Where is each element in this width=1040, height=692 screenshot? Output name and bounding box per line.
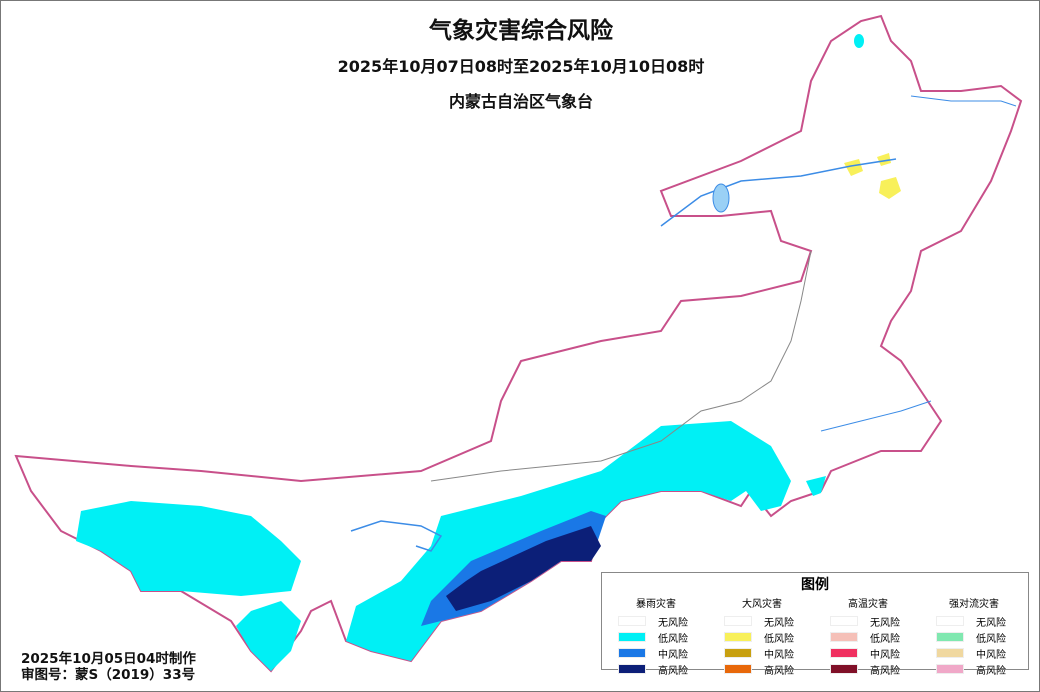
- legend-swatch: [830, 616, 858, 626]
- legend-swatch: [830, 632, 858, 642]
- legend-item-label: 中风险: [658, 649, 688, 661]
- map-title: 气象灾害综合风险: [429, 18, 613, 44]
- legend-item: 高风险: [710, 661, 814, 677]
- legend-item-label: 无风险: [870, 617, 900, 629]
- rainstorm-low-risk-southwest: [236, 601, 301, 671]
- river-east: [820, 400, 932, 432]
- legend-swatch: [618, 664, 646, 674]
- legend-swatch: [724, 664, 752, 674]
- legend-item: 无风险: [816, 613, 920, 629]
- river-yellow: [350, 520, 443, 552]
- legend-swatch: [618, 632, 646, 642]
- legend-group: 暴雨灾害无风险低风险中风险高风险: [604, 595, 708, 677]
- forecast-period: 2025年10月07日08时至2025年10月10日08时: [337, 57, 705, 76]
- legend-item-label: 高风险: [658, 665, 688, 677]
- legend-title: 图例: [801, 577, 829, 593]
- legend-item-label: 低风险: [870, 633, 900, 645]
- legend-item: 中风险: [604, 645, 708, 661]
- legend-swatch: [724, 616, 752, 626]
- legend-item-label: 低风险: [658, 633, 688, 645]
- legend-swatch: [936, 664, 964, 674]
- legend-item: 中风险: [710, 645, 814, 661]
- legend-item-label: 中风险: [764, 649, 794, 661]
- legend-item-label: 无风险: [976, 617, 1006, 629]
- legend-item: 无风险: [922, 613, 1026, 629]
- production-time: 2025年10月05日04时制作: [21, 651, 196, 667]
- rainstorm-low-risk-west: [76, 501, 301, 596]
- approval-number: 审图号：蒙S（2019）33号: [21, 667, 196, 683]
- legend-group-name: 高温灾害: [848, 599, 888, 610]
- legend-item: 低风险: [710, 629, 814, 645]
- lake-north: [854, 34, 864, 48]
- rainstorm-high-risk: [446, 526, 601, 611]
- legend-group-name: 暴雨灾害: [636, 599, 676, 610]
- legend-swatch: [936, 632, 964, 642]
- legend-swatch: [724, 648, 752, 658]
- legend-item-label: 高风险: [870, 665, 900, 677]
- legend: 图例 暴雨灾害 无风险 低风险 中风险 高风险 大风灾害 无风险 低风险 中风险 高风险 高温灾害无…: [601, 572, 1029, 677]
- legend-item-label: 低风险: [976, 633, 1006, 645]
- legend-item-label: 无风险: [658, 617, 688, 629]
- legend-swatch: [618, 616, 646, 626]
- legend-item: 中风险: [816, 645, 920, 661]
- legend-group: 大风灾害无风险低风险中风险高风险: [710, 595, 814, 677]
- legend-item: 中风险: [922, 645, 1026, 661]
- legend-swatch: [618, 648, 646, 658]
- legend-item: 低风险: [922, 629, 1026, 645]
- legend-item-label: 中风险: [976, 649, 1006, 661]
- legend-item: 高风险: [604, 661, 708, 677]
- legend-item-label: 中风险: [870, 649, 900, 661]
- legend-item: 低风险: [816, 629, 920, 645]
- legend-item: 高风险: [922, 661, 1026, 677]
- legend-swatch: [936, 616, 964, 626]
- legend-group: 强对流灾害无风险低风险中风险高风险: [922, 595, 1026, 677]
- legend-swatch: [830, 648, 858, 658]
- issuer: 内蒙古自治区气象台: [448, 92, 593, 111]
- legend-group-name: 强对流灾害: [949, 599, 999, 610]
- legend-swatch: [936, 648, 964, 658]
- legend-group-name: 大风灾害: [742, 599, 782, 610]
- legend-item-label: 无风险: [764, 617, 794, 629]
- legend-item-label: 高风险: [976, 665, 1006, 677]
- lake-hulun: [712, 183, 730, 213]
- rainstorm-low-risk-east: [806, 476, 826, 496]
- wind-low-risk-1: [844, 159, 863, 176]
- footer: 2025年10月05日04时制作 审图号：蒙S（2019）33号: [21, 651, 196, 683]
- legend-swatch: [724, 632, 752, 642]
- legend-swatch: [830, 664, 858, 674]
- legend-item: 无风险: [710, 613, 814, 629]
- wind-low-risk-2: [879, 177, 901, 199]
- legend-group: 高温灾害无风险低风险中风险高风险: [816, 595, 920, 677]
- legend-item: 低风险: [604, 629, 708, 645]
- wind-low-risk-3: [877, 153, 891, 166]
- legend-item: 无风险: [604, 613, 708, 629]
- river-northeast: [910, 95, 1017, 107]
- legend-item-label: 低风险: [764, 633, 794, 645]
- legend-item-label: 高风险: [764, 665, 794, 677]
- river: [660, 158, 897, 227]
- league-boundary: [430, 250, 812, 482]
- legend-item: 高风险: [816, 661, 920, 677]
